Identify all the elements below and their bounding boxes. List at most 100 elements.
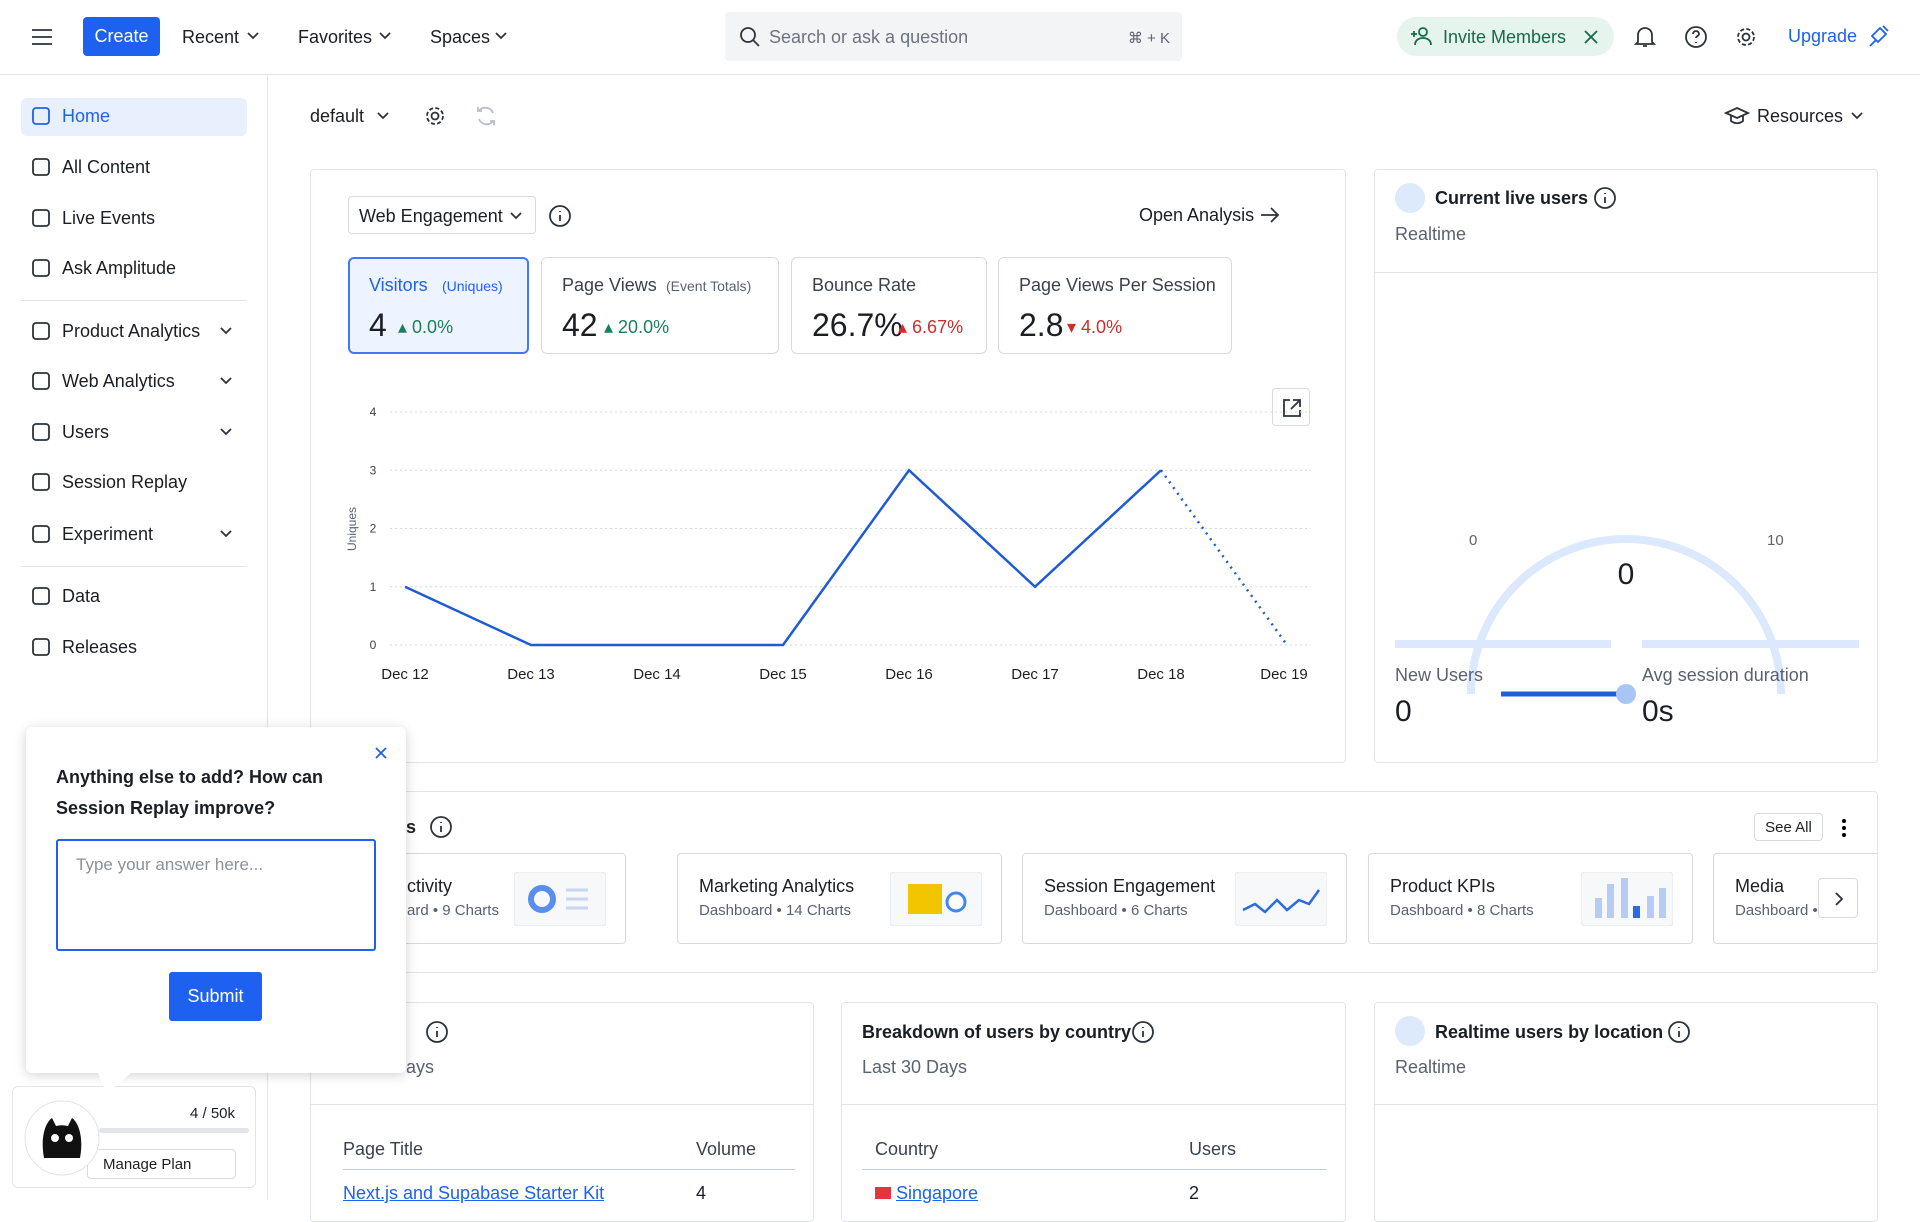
nav-item[interactable]: Web Analytics [62, 371, 175, 391]
thumb-bar [1647, 896, 1654, 918]
menu-icon[interactable] [30, 27, 54, 47]
chevron-path [220, 428, 232, 436]
card-title: Current live users [1435, 188, 1589, 208]
metric-page-views[interactable]: Page Views (Event Totals) 42 ▴ 20.0% [541, 257, 779, 354]
submit-button[interactable]: Submit [169, 972, 262, 1021]
open-analysis-link[interactable]: Open Analysis [1139, 205, 1255, 225]
thumb-bar [1595, 898, 1602, 918]
line-chart: 0 1 2 3 4 Uniques Dec 12 Dec 13 Dec 14 Dec 15 Dec … [345, 405, 1311, 683]
location-card: Realtime users by location Realtime [1374, 1002, 1878, 1222]
popup-tail [98, 1072, 132, 1094]
nav-item[interactable]: Home [62, 106, 111, 126]
analysis-selector[interactable]: Web Engagement [348, 196, 536, 234]
menu-recent[interactable]: Recent [182, 27, 240, 47]
dashboard-card[interactable]: Product KPIs Dashboard • 8 Charts [1368, 853, 1693, 944]
y-tick-label: 1 [370, 580, 377, 594]
thumb-logo [908, 884, 942, 914]
y-tick-label: 3 [370, 463, 377, 477]
x-tick-label: Dec 19 [1260, 666, 1308, 683]
nav-item[interactable]: Data [62, 586, 101, 606]
metric-change: ▾ 4.0% [1067, 317, 1123, 337]
metric-label: Visitors [369, 275, 428, 295]
nav-item[interactable]: Product Analytics [62, 321, 201, 341]
page-link[interactable]: Next.js and Supabase Starter Kit [343, 1183, 605, 1203]
nav-icon [32, 372, 50, 390]
invite-pill[interactable]: Invite Members [1397, 17, 1614, 56]
metric-label: Page Views [562, 275, 657, 295]
metric-label: Bounce Rate [812, 275, 917, 295]
space-selector[interactable]: default [310, 106, 365, 126]
upgrade-link[interactable]: Upgrade [1788, 26, 1858, 46]
shortcut: ⌘ + K [1127, 30, 1170, 47]
country-link[interactable]: Singapore [896, 1183, 979, 1203]
chevron [510, 212, 522, 220]
nav-item[interactable]: Session Replay [62, 472, 188, 492]
info-icon[interactable] [548, 204, 572, 228]
chevron [247, 32, 259, 40]
change-text: 6.67% [912, 317, 964, 337]
next-button[interactable] [1818, 878, 1858, 918]
info-icon[interactable] [1667, 1020, 1691, 1044]
nav-item[interactable]: Ask Amplitude [62, 258, 177, 278]
nav-item[interactable]: Releases [62, 637, 138, 657]
thumb-bg [514, 872, 606, 926]
mascot-avatar[interactable] [24, 1098, 100, 1180]
upgrade-icon [1869, 25, 1889, 47]
dashboards-strip: s See All ctivity ard • 9 Charts Marketing… [310, 791, 1878, 973]
metric-bounce-rate[interactable]: Bounce Rate 26.7% ▴ 6.67% [791, 257, 987, 354]
search-box[interactable]: Search or ask a question ⌘ + K [725, 12, 1182, 61]
nav-item[interactable]: All Content [62, 157, 151, 177]
column-header: Country [875, 1139, 939, 1159]
see-all-button[interactable]: See All [1754, 813, 1823, 841]
nav-icon [32, 525, 50, 543]
close-icon[interactable] [374, 746, 388, 760]
bell-icon[interactable] [1634, 25, 1656, 49]
chevron [220, 530, 232, 538]
answer-textarea[interactable]: Type your answer here... [56, 839, 376, 951]
data-line [404, 468, 1162, 647]
card-title: ctivity [407, 876, 452, 896]
usage: 4 / 50k [189, 1105, 235, 1122]
info-icon[interactable] [425, 1020, 449, 1044]
metric-label: Page Views Per Session [1019, 275, 1216, 295]
data-line-incomplete [1159, 469, 1289, 646]
info-icon[interactable] [429, 815, 453, 839]
metric-value: 26.7% [812, 307, 903, 343]
chevron [379, 32, 391, 40]
more-icon[interactable] [1840, 817, 1848, 839]
dashboard-card[interactable]: Media Dashboard • [1713, 853, 1877, 944]
menu-spaces[interactable]: Spaces [430, 27, 491, 47]
refresh-icon[interactable] [474, 104, 498, 128]
card-title: Product KPIs [1390, 876, 1496, 896]
dashboard-card[interactable]: Marketing Analytics Dashboard • 14 Charts [677, 853, 1002, 944]
card-title: Breakdown of users by country [862, 1022, 1132, 1042]
resources-menu[interactable]: Resources [1757, 106, 1844, 126]
menu-favorites[interactable]: Favorites [298, 27, 373, 47]
close-icon[interactable] [1583, 29, 1599, 45]
info-icon[interactable] [1593, 186, 1617, 210]
info-icon[interactable] [1131, 1020, 1155, 1044]
nav-item[interactable]: Experiment [62, 524, 154, 544]
metric-visitors[interactable]: Visitors (Uniques) 4 ▴ 0.0% [348, 257, 529, 354]
chevron-path [220, 530, 232, 538]
nav-item[interactable]: Users [62, 422, 110, 442]
chevron [220, 327, 232, 335]
nav-item[interactable]: Live Events [62, 208, 156, 228]
change-text: 0.0% [412, 317, 454, 337]
manage-plan-button[interactable]: Manage Plan [87, 1149, 236, 1179]
feedback-popup: Anything else to add? How can Session Re… [26, 727, 406, 1094]
space-settings-icon[interactable] [423, 104, 447, 128]
dashboard-card[interactable]: Session Engagement Dashboard • 6 Charts [1022, 853, 1347, 944]
icon-shape [32, 423, 50, 441]
create-button[interactable]: Create [83, 17, 160, 56]
settings-icon[interactable] [1734, 25, 1758, 49]
chevron-path [220, 377, 232, 385]
stat-value: 0 [1395, 695, 1412, 728]
expand-button[interactable] [1272, 388, 1310, 426]
top-bar: Create Recent Favorites Spaces Search or… [0, 0, 1920, 75]
help-icon[interactable] [1684, 25, 1708, 49]
thumb-bar [1621, 878, 1628, 918]
nav-icon [32, 107, 50, 125]
chevron [377, 112, 389, 120]
metric-pages-per-session[interactable]: Page Views Per Session 2.8 ▾ 4.0% [998, 257, 1232, 354]
